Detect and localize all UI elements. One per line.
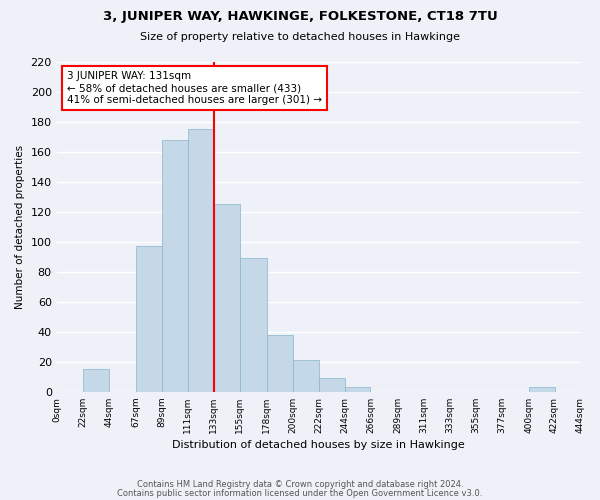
Text: 3, JUNIPER WAY, HAWKINGE, FOLKESTONE, CT18 7TU: 3, JUNIPER WAY, HAWKINGE, FOLKESTONE, CT… [103,10,497,23]
Text: 3 JUNIPER WAY: 131sqm
← 58% of detached houses are smaller (433)
41% of semi-det: 3 JUNIPER WAY: 131sqm ← 58% of detached … [67,72,322,104]
Bar [529,388,554,392]
Bar [239,258,266,392]
Bar [161,140,188,392]
Bar [136,246,161,392]
Bar [83,370,109,392]
Bar [214,204,239,392]
Y-axis label: Number of detached properties: Number of detached properties [15,144,25,308]
Bar [188,129,214,392]
Bar [266,335,293,392]
Text: Contains HM Land Registry data © Crown copyright and database right 2024.: Contains HM Land Registry data © Crown c… [137,480,463,489]
Text: Size of property relative to detached houses in Hawkinge: Size of property relative to detached ho… [140,32,460,42]
Bar [293,360,319,392]
Bar [344,388,370,392]
Bar [319,378,344,392]
Text: Contains public sector information licensed under the Open Government Licence v3: Contains public sector information licen… [118,488,482,498]
X-axis label: Distribution of detached houses by size in Hawkinge: Distribution of detached houses by size … [172,440,465,450]
